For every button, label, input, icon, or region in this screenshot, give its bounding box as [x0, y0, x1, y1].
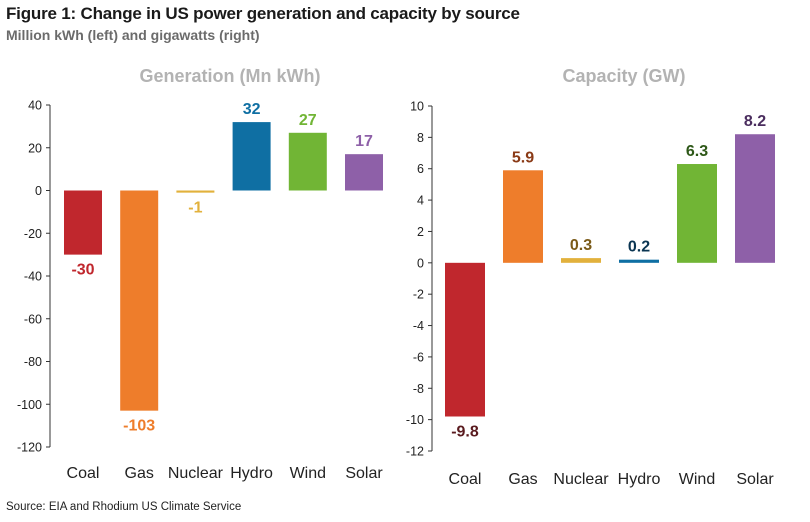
bar-solar [345, 154, 383, 191]
category-label-nuclear: Nuclear [168, 465, 224, 482]
bar-gas [120, 190, 159, 411]
y-tick-label: 4 [417, 194, 424, 208]
category-label-solar: Solar [345, 465, 383, 482]
y-tick-label: -80 [24, 355, 42, 369]
y-tick-label: -2 [413, 288, 424, 302]
y-tick-label: -4 [413, 319, 424, 333]
category-label-gas: Gas [125, 465, 154, 482]
bar-nuclear [176, 190, 215, 193]
figure-subtitle: Million kWh (left) and gigawatts (right) [6, 27, 260, 43]
value-label-wind: 27 [299, 112, 317, 129]
bar-coal [64, 190, 102, 255]
value-label-solar: 8.2 [744, 113, 766, 130]
value-label-gas: 5.9 [512, 149, 534, 166]
value-label-solar: 17 [355, 133, 373, 150]
capacity-panel: Capacity (GW) 10 8 6 4 2 0 -2 -4 -6 -8 -10 -12 -9.8 Co… [406, 66, 775, 488]
category-label-hydro: Hydro [618, 471, 661, 488]
y-tick-label: -40 [24, 270, 42, 284]
bar-gas [503, 170, 543, 263]
category-label-coal: Coal [67, 465, 100, 482]
category-label-solar: Solar [736, 471, 774, 488]
y-tick-label: -60 [24, 312, 42, 326]
y-tick-label: 0 [417, 256, 424, 270]
category-label-wind: Wind [679, 471, 715, 488]
y-tick-label: 8 [417, 131, 424, 145]
y-tick-label: 10 [410, 100, 424, 114]
value-label-nuclear: -1 [188, 200, 202, 217]
category-label-wind: Wind [290, 465, 326, 482]
panel-title: Generation (Mn kWh) [140, 66, 321, 86]
source-note: Source: EIA and Rhodium US Climate Servi… [6, 501, 242, 513]
value-label-hydro: 0.2 [628, 239, 650, 256]
value-label-nuclear: 0.3 [570, 237, 592, 254]
bar-hydro [619, 259, 659, 263]
y-tick-label: 0 [35, 184, 42, 198]
y-tick-label: 6 [417, 162, 424, 176]
category-label-nuclear: Nuclear [553, 471, 609, 488]
value-label-wind: 6.3 [686, 143, 708, 160]
bar-wind [677, 164, 717, 263]
category-label-coal: Coal [449, 471, 482, 488]
y-tick-label: -10 [406, 413, 424, 427]
figure-title: Figure 1: Change in US power generation … [6, 4, 520, 23]
y-tick-label: -12 [406, 445, 424, 459]
y-tick-label: -100 [17, 398, 42, 412]
category-label-gas: Gas [508, 471, 537, 488]
bar-coal [445, 262, 485, 417]
generation-panel: Generation (Mn kWh) 40 20 0 -20 -40 -60 -80 -100… [17, 66, 383, 482]
value-label-hydro: 32 [243, 101, 261, 118]
y-tick-label: 20 [28, 141, 42, 155]
bar-wind [288, 132, 327, 191]
y-tick-label: -6 [413, 350, 424, 364]
panel-title: Capacity (GW) [562, 66, 685, 86]
y-tick-label: 40 [28, 99, 42, 113]
y-tick-label: -8 [413, 382, 424, 396]
value-label-coal: -9.8 [451, 424, 479, 441]
bar-hydro [232, 122, 271, 191]
value-label-gas: -103 [123, 418, 155, 435]
y-tick-label: -120 [17, 441, 42, 455]
category-label-hydro: Hydro [230, 465, 273, 482]
bar-nuclear [561, 258, 601, 263]
value-label-coal: -30 [71, 262, 94, 279]
y-tick-label: -20 [24, 227, 42, 241]
y-tick-label: 2 [417, 225, 424, 239]
bar-solar [735, 134, 775, 263]
